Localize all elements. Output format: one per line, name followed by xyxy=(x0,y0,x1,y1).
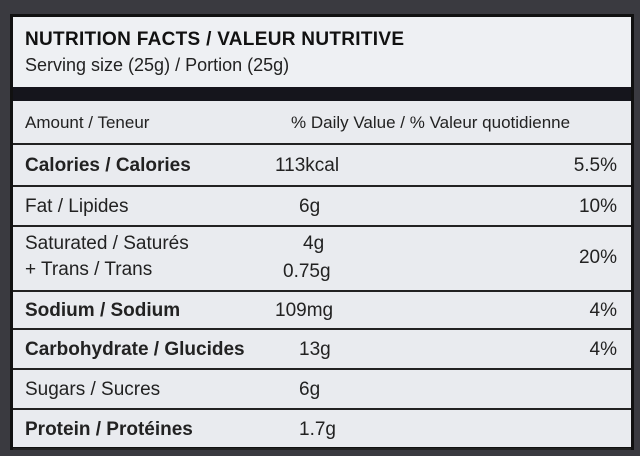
nutrient-name: Saturated / Saturés xyxy=(25,233,189,254)
label-header: NUTRITION FACTS / VALEUR NUTRITIVE Servi… xyxy=(13,17,631,87)
column-header: Amount / Teneur % Daily Value / % Valeur… xyxy=(13,101,631,145)
column-label: Amount / Teneur xyxy=(25,113,150,132)
nutrient-amount: 6g xyxy=(299,196,321,217)
nutrient-row: Sodium / Sodium 109mg 4% xyxy=(13,292,631,330)
nutrient-amount: 109mg xyxy=(275,300,334,321)
nutrient-subamount: 0.75g xyxy=(283,261,331,282)
nutrient-amount: 1.7g xyxy=(299,419,336,440)
nutrient-name: Sodium / Sodium xyxy=(25,300,181,321)
serving-size: Serving size (25g) / Portion (25g) xyxy=(25,55,290,75)
nutrient-row: Fat / Lipides 6g 10% xyxy=(13,187,631,227)
nutrient-row: Carbohydrate / Glucides 13g 4% xyxy=(13,330,631,370)
nutrient-row: Sugars / Sucres 6g xyxy=(13,370,631,410)
column-label: % Daily Value / % Valeur quotidienne xyxy=(291,113,571,132)
nutrient-row: Protein / Protéines 1.7g xyxy=(13,410,631,450)
daily-value: 4% xyxy=(589,339,617,360)
thick-rule xyxy=(13,87,631,101)
title: NUTRITION FACTS / VALEUR NUTRITIVE xyxy=(25,29,405,50)
nutrient-amount: 113kcal xyxy=(275,155,340,176)
nutrient-amount: 4g xyxy=(303,233,325,254)
nutrition-label: NUTRITION FACTS / VALEUR NUTRITIVE Servi… xyxy=(10,14,634,450)
daily-value: 4% xyxy=(589,300,617,321)
daily-value: 20% xyxy=(578,247,617,268)
nutrient-name: Sugars / Sucres xyxy=(25,379,161,400)
nutrient-name: Calories / Calories xyxy=(25,155,191,176)
nutrient-subname: + Trans / Trans xyxy=(25,259,153,280)
nutrient-amount: 13g xyxy=(299,339,331,360)
nutrient-name: Carbohydrate / Glucides xyxy=(25,339,245,360)
daily-value: 5.5% xyxy=(573,155,617,176)
nutrient-name: Fat / Lipides xyxy=(25,196,129,217)
nutrient-amount: 6g xyxy=(299,379,321,400)
nutrient-row: Calories / Calories 113kcal 5.5% xyxy=(13,145,631,187)
nutrient-row: Saturated / Saturés 4g + Trans / Trans 0.75… xyxy=(13,227,631,292)
daily-value: 10% xyxy=(578,196,617,217)
nutrient-name: Protein / Protéines xyxy=(25,419,193,440)
